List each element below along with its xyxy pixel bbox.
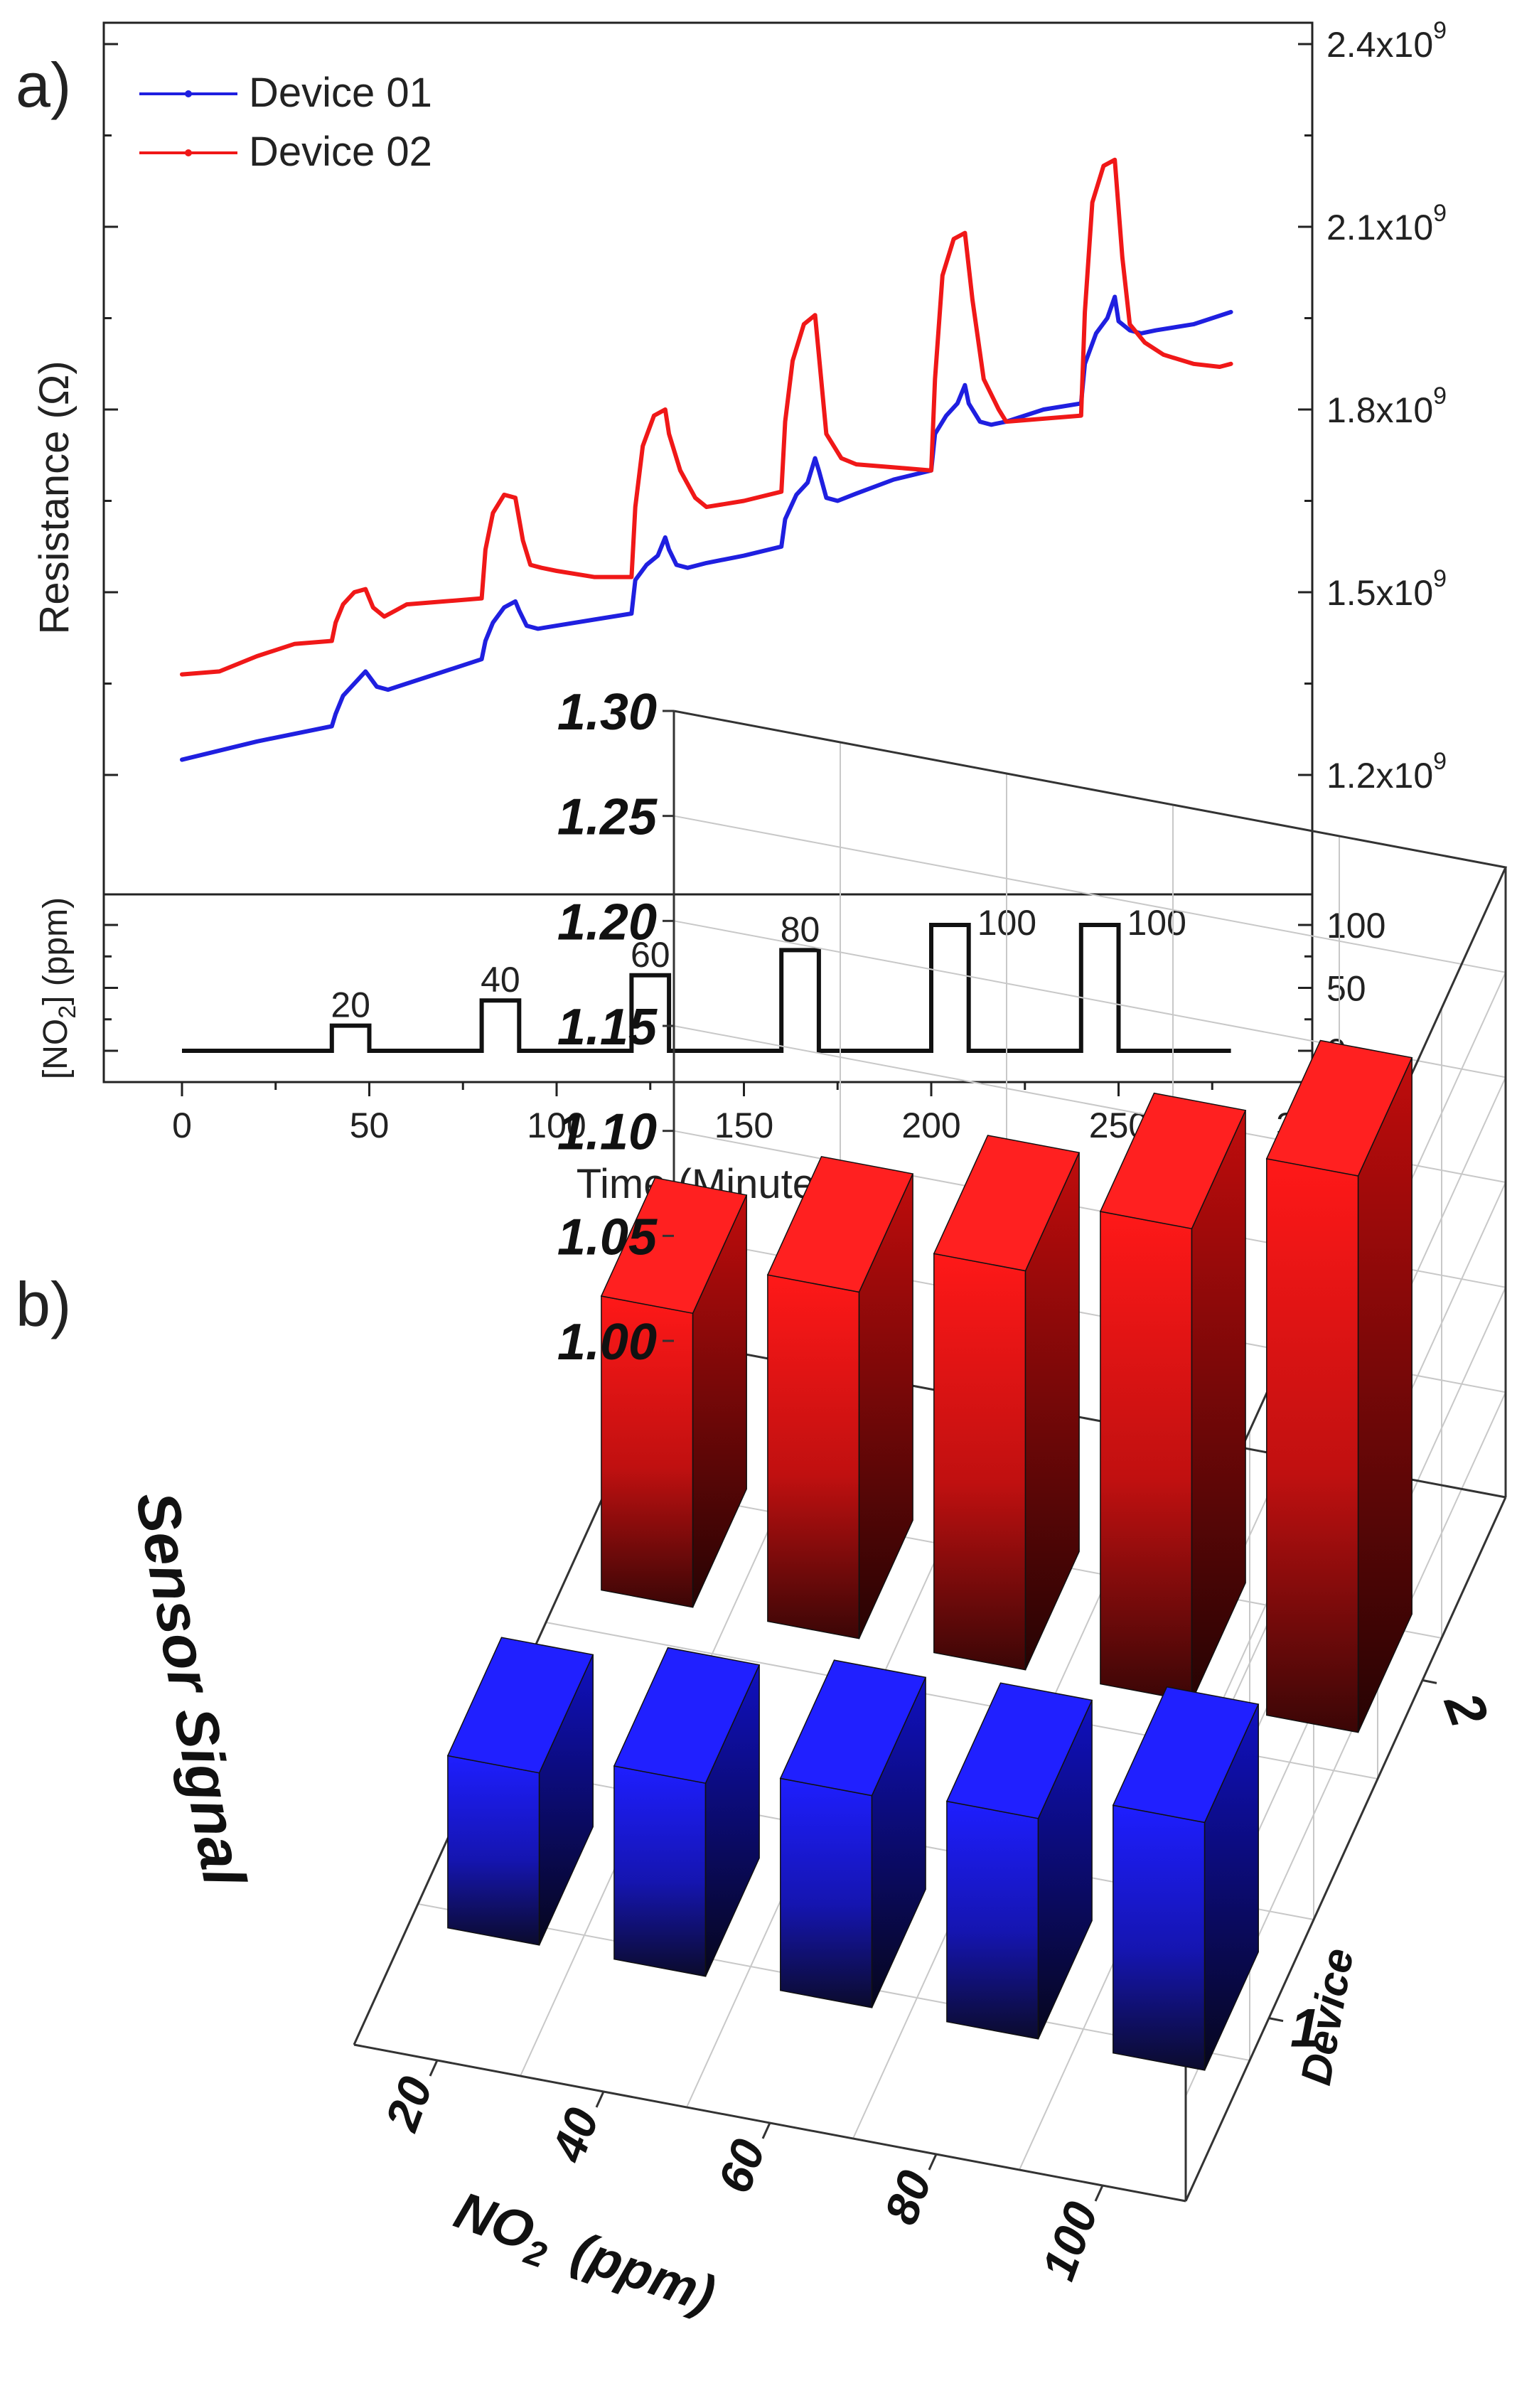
bar-top-face: [933, 1135, 1081, 1272]
y-axis-label: Resistance (Ω): [31, 360, 77, 634]
z-axis: 1.00 1.05 1.10 1.15 1.20 1.25 1.30: [557, 684, 674, 1371]
bar-top-face: [600, 1177, 748, 1315]
y-tick: [1268, 2017, 1284, 2023]
bar-front-face: [1266, 1157, 1359, 1733]
series-line-device-02: [180, 157, 1233, 677]
x-tick: [1094, 2185, 1104, 2202]
bar-device-1-no2-40: [613, 1647, 761, 1977]
bars-3d: [446, 1039, 1413, 2071]
legend: Device 01 Device 02: [139, 70, 432, 175]
no2-inset-plot: 05010020406080100100: [104, 903, 1385, 1071]
right-floor-edge: [1184, 1497, 1507, 2202]
y-axis-label-device: Device: [1292, 1944, 1363, 2088]
inset-y-axis-label: [NO2] (ppm): [37, 897, 81, 1079]
pulse-label: 100: [1127, 903, 1186, 943]
no2-pulse-line: [182, 923, 1231, 1053]
z-axis-label: Sensor Signal: [124, 1487, 259, 1892]
z-tick-label: 1.00: [557, 1314, 657, 1371]
y-tick-label: 2.1x109: [1326, 200, 1447, 247]
bar-front-face: [946, 1800, 1039, 2040]
bar-top-face: [613, 1647, 761, 1784]
z-tick-label: 1.30: [557, 684, 657, 741]
x-tick-label: 100: [1031, 2195, 1108, 2286]
bar-top-face: [779, 1659, 927, 1797]
bar-device-1-no2-80: [945, 1682, 1093, 2040]
x-tick-label: 100: [527, 1106, 586, 1145]
x-tick-label: 150: [714, 1106, 773, 1145]
pulse-label: 20: [331, 985, 370, 1025]
bar-top-face: [1265, 1039, 1413, 1177]
legend-marker-device-02: [185, 149, 192, 156]
legend-marker-device-01: [185, 90, 192, 97]
x-axis-label-no2: NO2 (ppm): [445, 2180, 722, 2332]
inset-y-tick-label: 50: [1326, 969, 1366, 1009]
x-tick-label: 50: [350, 1106, 390, 1145]
panel-b: b) 1.001.051.101.151.201.251.30 20 40 60 80…: [16, 684, 1508, 2332]
pulse-label: 60: [631, 935, 670, 975]
bar-top-face: [1112, 1686, 1260, 1824]
device-tick-label: 2: [1432, 1684, 1499, 1734]
x-tick-label: 60: [708, 2132, 776, 2200]
device-tick-label: 1: [1290, 1998, 1320, 2059]
bar-device-2-no2-100: [1265, 1039, 1413, 1733]
bar-top-face: [446, 1637, 594, 1774]
bar-front-face: [767, 1274, 860, 1639]
bar-front-face: [933, 1253, 1026, 1671]
bar-front-face: [780, 1777, 873, 2008]
bar-device-1-no2-60: [779, 1659, 927, 2008]
panel-a: a) 050100150200250300 1.2x1091.5x1091.8x…: [16, 17, 1447, 1207]
x-tick: [761, 2122, 771, 2139]
z-tick-label: 1.15: [557, 999, 658, 1056]
x-tick-label: 40: [541, 2101, 609, 2169]
bar-top-face: [945, 1682, 1093, 1819]
y-tick-label: 1.8x109: [1326, 382, 1447, 430]
x-tick: [429, 2060, 439, 2077]
bar-device-1-no2-20: [446, 1637, 594, 1946]
bar-device-1-no2-100: [1112, 1686, 1260, 2071]
y-axis-right: 1.2x109 1.5x109 1.8x109 2.1x109 2.4x109: [104, 17, 1447, 796]
z-tick-label: 1.05: [557, 1209, 658, 1265]
bar-front-face: [447, 1755, 540, 1946]
y-tick-label: 2.4x109: [1326, 17, 1447, 65]
inset-y-tick-label: 100: [1326, 906, 1385, 946]
z-tick-label: 1.25: [557, 789, 658, 846]
bar-front-face: [613, 1765, 707, 1977]
bar-device-2-no2-40: [766, 1155, 914, 1639]
bar-device-2-no2-20: [600, 1177, 748, 1608]
x-tick-label: 80: [874, 2163, 942, 2231]
bar-top-face: [766, 1155, 914, 1293]
x-tick: [595, 2091, 605, 2108]
z-tick-label: 1.10: [557, 1104, 657, 1161]
panel-b-label: b): [16, 1269, 71, 1339]
panel-a-label: a): [16, 50, 71, 120]
plot-frame: [102, 21, 1314, 1083]
bar-top-face: [1099, 1092, 1247, 1230]
y-tick-label: 1.2x109: [1326, 748, 1447, 796]
z-tick-label: 1.20: [557, 894, 657, 951]
x-tick-label: 20: [375, 2070, 442, 2138]
legend-label-device-01: Device 01: [249, 70, 432, 116]
x-tick-label: 200: [901, 1106, 960, 1145]
x-tick: [928, 2153, 938, 2171]
pulse-label: 80: [781, 909, 820, 949]
pulse-label: 40: [481, 960, 520, 1000]
x-axis: 050100150200250300: [172, 1082, 1336, 1145]
bar-front-face: [1100, 1211, 1193, 1702]
bar-device-2-no2-60: [933, 1135, 1081, 1671]
resistance-plot: [180, 157, 1233, 762]
series-line-device-01: [180, 294, 1233, 762]
bar-front-face: [1113, 1804, 1206, 2071]
bar-device-2-no2-80: [1099, 1092, 1247, 1702]
legend-label-device-02: Device 02: [249, 129, 432, 175]
x-tick-label: 0: [172, 1106, 192, 1145]
y-tick-label: 1.5x109: [1326, 565, 1447, 613]
y-tick: [1422, 1679, 1437, 1684]
